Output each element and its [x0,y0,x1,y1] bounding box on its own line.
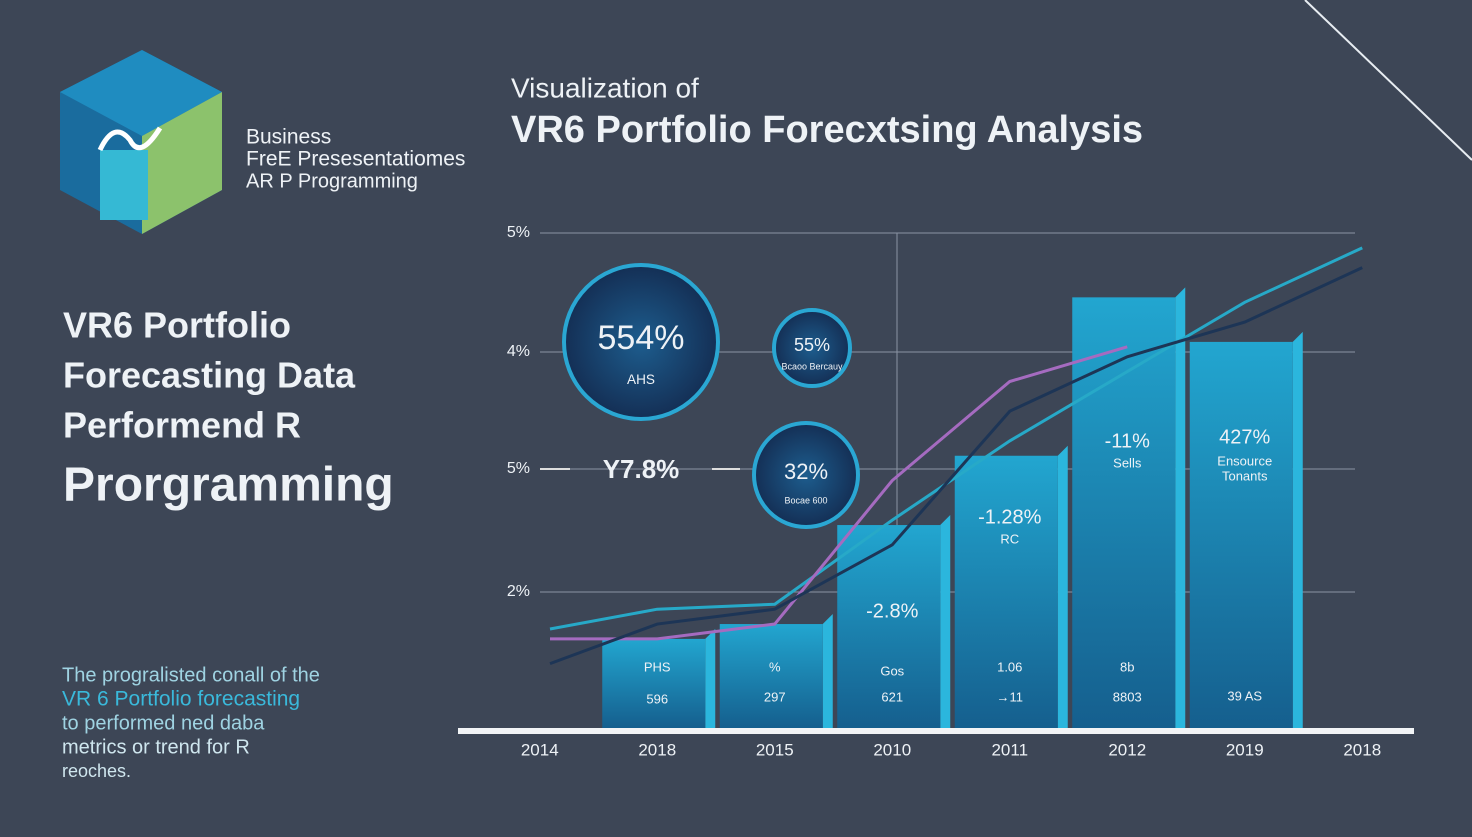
x-tick-label: 2018 [638,740,676,759]
bar-label: Sells [1113,455,1142,470]
trend-line [549,246,1363,631]
bar-side [705,628,716,728]
bar-side [1292,331,1303,728]
axis-label: 4% [507,343,530,360]
bar-label: PHS [644,659,671,674]
side-title: Prorgramming [63,459,394,512]
badge-caption: Bocae 600 [784,495,827,505]
bar-label: Tonants [1222,468,1268,483]
x-tick-label: 2015 [756,740,794,759]
side-title: VR6 Portfolio [63,305,291,346]
x-tick-label: 2019 [1226,740,1264,759]
description: metrics or trend for R [62,736,250,758]
x-tick-label: 2010 [873,740,911,759]
description: to performed ned daba [62,712,265,734]
main-title: VR6 Portfolio Forecxtsing Analysis [511,109,1143,151]
corner-line [1304,0,1472,161]
trend-line [549,266,1363,666]
description: VR 6 Portfolio forecasting [62,688,300,711]
bar-label: 427% [1219,426,1270,448]
bar-label: RC [1000,531,1019,546]
bar [1189,341,1293,728]
bar-label: 8b [1120,659,1134,674]
badge-value: 32% [784,459,828,484]
bar [719,624,823,728]
badge-value: 554% [598,319,685,357]
x-tick-label: 2018 [1343,740,1381,759]
bar-side [1057,445,1068,728]
badge-caption: AHS [627,372,655,387]
x-tick-label: 2011 [991,740,1028,759]
bar-label: 1.06 [997,659,1022,674]
bar [954,455,1058,728]
badge-value: 55% [794,335,830,355]
logo-text: Business [246,126,331,149]
bar-label: 39 AS [1227,688,1262,703]
bar-label: →11 [997,689,1024,704]
bar-label: 8803 [1113,689,1142,704]
bar-label: 596 [646,691,668,706]
axis-label: 5% [507,460,530,477]
bar-label: 297 [764,689,786,704]
x-tick-label: 2012 [1108,740,1146,759]
logo-text: FreE Presesentatiomes [246,148,465,171]
bar-label: % [769,659,781,674]
side-title: Forecasting Data [63,355,356,396]
logo-text: AR P Programming [246,170,418,192]
bar-label: Gos [880,663,904,678]
logo-mark [60,50,222,234]
description: reoches. [62,761,131,781]
bar-label: Ensource [1217,453,1272,468]
kicker: Visualization of [511,72,699,103]
bar-side [822,614,833,728]
bar [837,525,941,728]
bar [602,638,706,728]
callout: Y7.8% [603,454,680,484]
badge-ring [752,421,860,529]
bar-label: -2.8% [866,600,918,622]
bar-side [940,515,951,728]
bar-label: -1.28% [978,506,1042,528]
badge-ring [772,308,852,388]
bar [1072,297,1176,728]
axis-label: 2% [507,583,530,600]
badge-caption: Bcaoo Bercauy [781,361,843,371]
side-title: Performend R [63,405,301,446]
baseline [458,728,1414,734]
badge-ring [562,263,720,421]
axis-label: 5% [507,224,530,241]
bar-side [1175,287,1186,728]
x-tick-label: 2014 [521,740,559,759]
description: The progralisted conall of the [62,664,320,686]
trend-line [550,345,1128,641]
bar-label: -11% [1105,430,1150,452]
bar-label: 621 [881,689,903,704]
